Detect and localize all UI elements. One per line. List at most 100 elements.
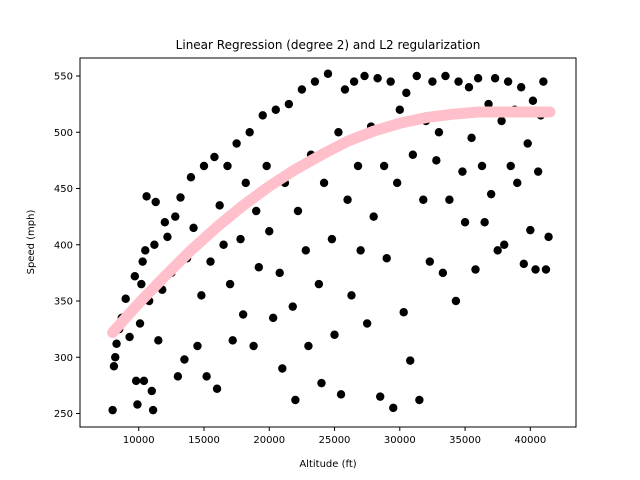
y-tick-label: 350 (54, 297, 73, 308)
data-point (154, 336, 163, 345)
data-point (434, 128, 444, 137)
data-point (528, 96, 538, 105)
data-point (148, 405, 158, 415)
data-point (454, 77, 463, 86)
data-point (513, 178, 522, 188)
data-point (176, 193, 185, 202)
data-point (467, 133, 476, 143)
data-point (139, 376, 149, 386)
data-point (150, 240, 159, 249)
fit-curve (107, 106, 556, 338)
data-point (353, 161, 363, 171)
data-point (147, 386, 156, 396)
data-point (334, 128, 343, 137)
y-axis: 250 300 350 400 450 500 550 (54, 72, 80, 420)
data-point (330, 330, 339, 339)
regression-line (107, 106, 556, 338)
data-point (516, 83, 526, 92)
data-point (142, 192, 151, 201)
data-point (323, 69, 333, 78)
data-point (249, 341, 258, 351)
y-tick-label: 550 (54, 72, 73, 83)
data-point (497, 116, 506, 126)
data-point (151, 197, 160, 207)
data-point (382, 254, 391, 263)
data-point (109, 362, 119, 371)
x-tick-label: 15000 (188, 435, 220, 446)
data-point (232, 139, 241, 148)
data-point (258, 111, 267, 120)
data-point (271, 105, 280, 114)
data-point (425, 257, 435, 266)
data-point (310, 77, 320, 86)
data-point (503, 77, 513, 86)
data-point (301, 246, 311, 255)
data-point (460, 218, 470, 227)
data-point (210, 152, 219, 162)
data-point (291, 395, 300, 405)
y-axis-label: Speed (mph) (26, 210, 37, 275)
data-point (252, 206, 261, 216)
data-point (360, 71, 369, 81)
data-point (275, 268, 284, 278)
data-point (268, 313, 278, 323)
data-point (293, 206, 303, 216)
data-point (484, 99, 493, 109)
data-point (544, 232, 553, 242)
data-point (432, 156, 441, 165)
data-point (445, 195, 454, 204)
data-point (356, 246, 365, 255)
data-point (336, 390, 346, 399)
data-point (319, 178, 329, 188)
data-point (265, 227, 274, 236)
data-point (526, 225, 535, 235)
data-point (133, 400, 142, 409)
x-tick-label: 30000 (384, 435, 416, 446)
data-point (171, 212, 180, 221)
data-point (160, 218, 170, 227)
data-point (241, 178, 250, 188)
data-point (362, 319, 372, 328)
data-point (112, 339, 121, 348)
data-point (493, 246, 502, 255)
data-point (471, 265, 480, 274)
x-tick-label: 35000 (449, 435, 481, 446)
data-point (215, 201, 224, 210)
data-point (419, 195, 428, 204)
data-point (428, 77, 437, 86)
data-point (193, 341, 202, 351)
data-point (343, 195, 352, 204)
data-point (254, 263, 264, 272)
data-point (349, 77, 359, 86)
data-point (238, 310, 248, 319)
data-point (135, 319, 145, 328)
data-point (130, 272, 140, 281)
x-axis: 10000 15000 20000 25000 30000 35000 40000 (123, 427, 546, 446)
data-point (225, 279, 235, 289)
data-point (406, 356, 415, 365)
y-tick-label: 400 (54, 240, 73, 251)
data-point (379, 161, 389, 171)
data-point (395, 105, 404, 114)
data-point (202, 372, 211, 381)
data-point (212, 384, 222, 393)
chart-title: Linear Regression (degree 2) and L2 regu… (176, 38, 481, 52)
data-point (199, 161, 209, 171)
data-point (262, 161, 271, 171)
data-point (121, 294, 130, 303)
data-point (223, 161, 232, 171)
data-point (500, 240, 509, 249)
data-point (490, 74, 500, 83)
data-point (541, 265, 551, 274)
data-point (376, 392, 385, 401)
y-tick-label: 250 (54, 409, 73, 420)
x-tick-label: 25000 (319, 435, 351, 446)
data-point (480, 218, 489, 227)
data-point (412, 71, 421, 81)
data-point (438, 268, 448, 278)
data-point (389, 403, 398, 413)
data-point (539, 77, 548, 86)
data-point (206, 257, 215, 266)
y-tick-label: 500 (54, 128, 73, 139)
